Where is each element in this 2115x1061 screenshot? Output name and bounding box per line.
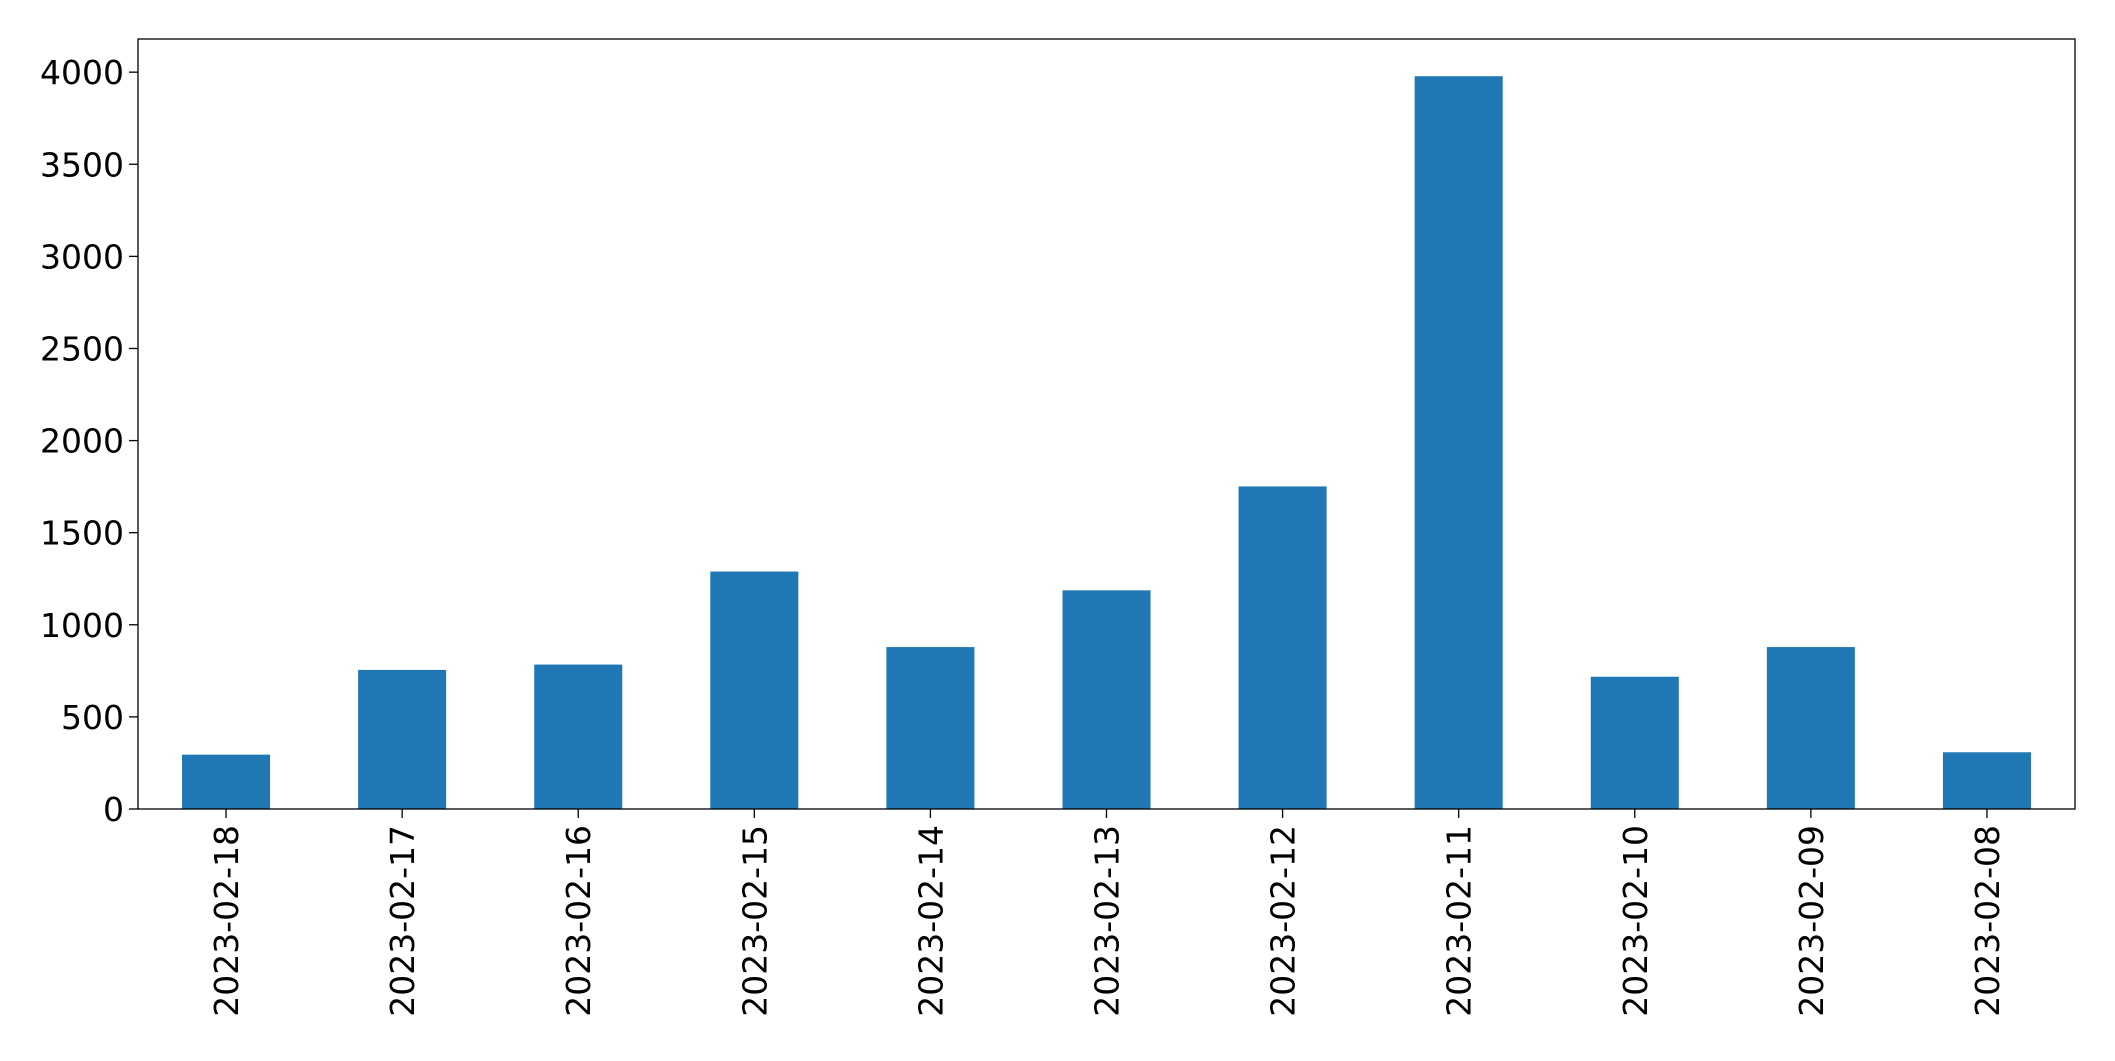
x-tick-label: 2023-02-08 [1968, 825, 2007, 1017]
bar [358, 669, 447, 809]
y-tick-label: 3500 [40, 145, 124, 184]
bar [710, 571, 799, 809]
bar [534, 664, 623, 809]
bar [1062, 590, 1151, 809]
x-tick-label: 2023-02-18 [207, 825, 246, 1017]
x-tick-label: 2023-02-13 [1088, 825, 1127, 1017]
bar [1238, 486, 1327, 809]
x-tick-label: 2023-02-16 [559, 825, 598, 1017]
plot-frame [137, 38, 2076, 810]
x-tick-label: 2023-02-14 [911, 825, 950, 1017]
y-tick-label: 0 [103, 790, 124, 829]
y-tick-label: 1500 [40, 514, 124, 553]
x-tick-label: 2023-02-09 [1792, 825, 1831, 1017]
x-tick-label: 2023-02-17 [383, 825, 422, 1017]
bar [182, 754, 271, 809]
y-tick-label: 3000 [40, 237, 124, 276]
bar [1414, 76, 1503, 810]
bar [886, 647, 975, 809]
y-tick-label: 500 [61, 698, 124, 737]
x-tick-label: 2023-02-10 [1616, 825, 1655, 1017]
y-tick-label: 2500 [40, 329, 124, 368]
x-tick-label: 2023-02-15 [735, 825, 774, 1017]
bar [1590, 676, 1679, 809]
x-tick-label: 2023-02-11 [1440, 825, 1479, 1017]
y-tick-label: 2000 [40, 422, 124, 461]
bar [1766, 647, 1855, 809]
y-tick-label: 4000 [40, 53, 124, 92]
bar [1942, 752, 2031, 809]
y-tick-label: 1000 [40, 606, 124, 645]
x-tick-label: 2023-02-12 [1264, 825, 1303, 1017]
